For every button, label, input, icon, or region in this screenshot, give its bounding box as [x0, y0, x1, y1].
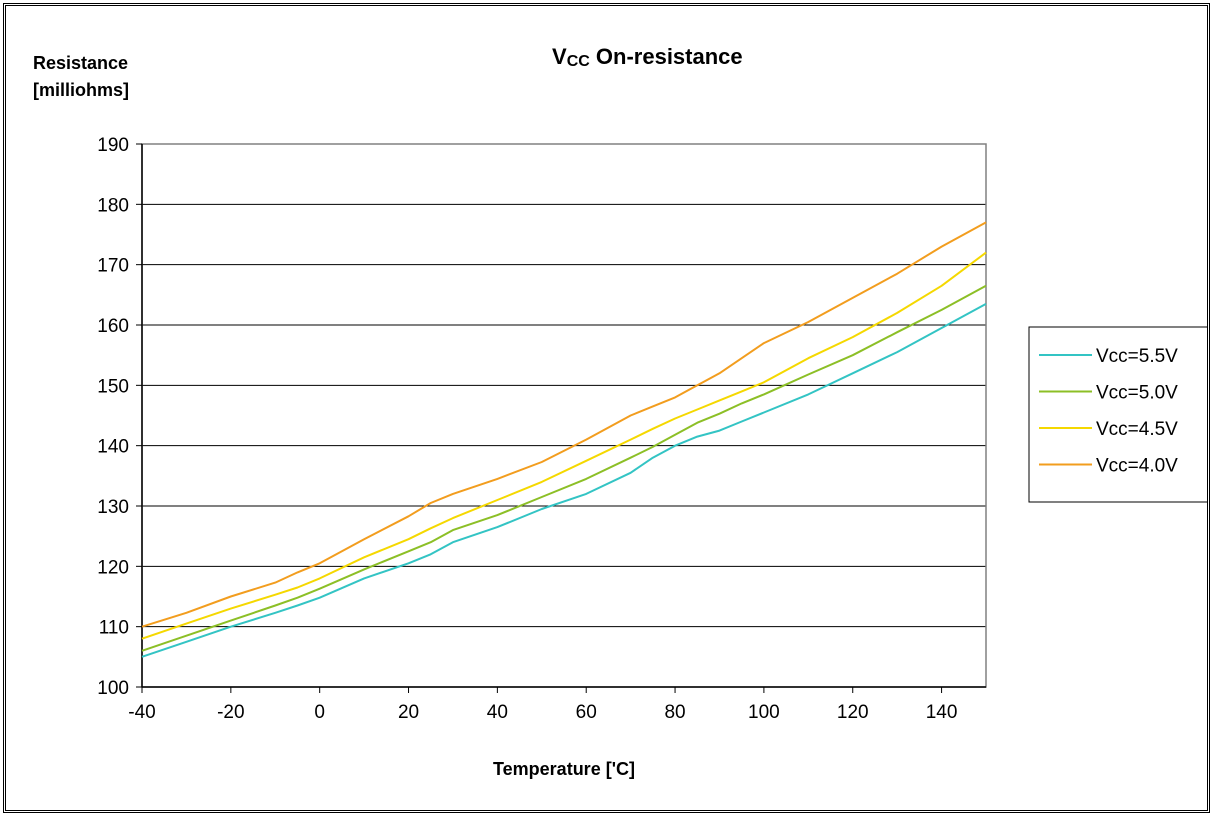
x-tick-label: -40 — [128, 702, 155, 723]
axes — [136, 143, 986, 693]
y-tick-label: 160 — [97, 316, 129, 337]
legend-label-3: Vcc=4.0V — [1096, 456, 1178, 477]
y-axis-label-line2: [milliohms] — [33, 80, 129, 100]
x-tick-label: 140 — [926, 702, 958, 723]
y-tick-label: 120 — [97, 557, 129, 578]
x-tick-label: 0 — [314, 702, 325, 723]
y-tick-labels: 100 110 120 130 140 150 160 170 180 190 — [97, 135, 129, 699]
series-line-0 — [141, 303, 987, 658]
legend-box — [1028, 326, 1207, 503]
y-tick-label: 100 — [97, 678, 129, 699]
gridlines — [142, 143, 986, 628]
x-axis-label: Temperature ['C] — [493, 759, 635, 779]
y-tick-label: 180 — [97, 195, 129, 216]
x-tick-label: 60 — [576, 702, 597, 723]
series-line-2 — [141, 251, 987, 640]
x-tick-label: 80 — [664, 702, 685, 723]
x-tick-label: -20 — [217, 702, 244, 723]
y-tick-label: 110 — [99, 618, 129, 639]
x-tick-label: 100 — [748, 702, 780, 723]
y-tick-label: 190 — [97, 135, 129, 156]
series-lines — [141, 221, 987, 658]
series-line-3 — [141, 221, 987, 628]
legend-label-1: Vcc=5.0V — [1096, 383, 1178, 404]
chart-frame: VCC On-resistance Resistance [milliohms]… — [3, 3, 1210, 813]
x-tick-label: 40 — [487, 702, 508, 723]
y-axis-label-line1: Resistance — [33, 53, 128, 73]
chart-title: VCC On-resistance — [552, 44, 743, 70]
y-tick-label: 150 — [97, 376, 129, 397]
plot-area — [141, 143, 987, 688]
legend-label-2: Vcc=4.5V — [1096, 419, 1178, 440]
y-tick-label: 140 — [97, 437, 129, 458]
x-tick-label: 20 — [398, 702, 419, 723]
legend: Vcc=5.5V Vcc=5.0V Vcc=4.5V Vcc=4.0V — [1028, 326, 1207, 503]
x-tick-label: 120 — [837, 702, 869, 723]
x-tick-labels: -40 -20 0 20 40 60 80 100 120 140 — [128, 702, 957, 723]
line-chart: VCC On-resistance Resistance [milliohms]… — [33, 44, 1207, 779]
y-tick-label: 130 — [97, 497, 129, 518]
legend-label-0: Vcc=5.5V — [1096, 346, 1178, 367]
y-tick-label: 170 — [97, 256, 129, 277]
series-line-1 — [141, 284, 987, 652]
